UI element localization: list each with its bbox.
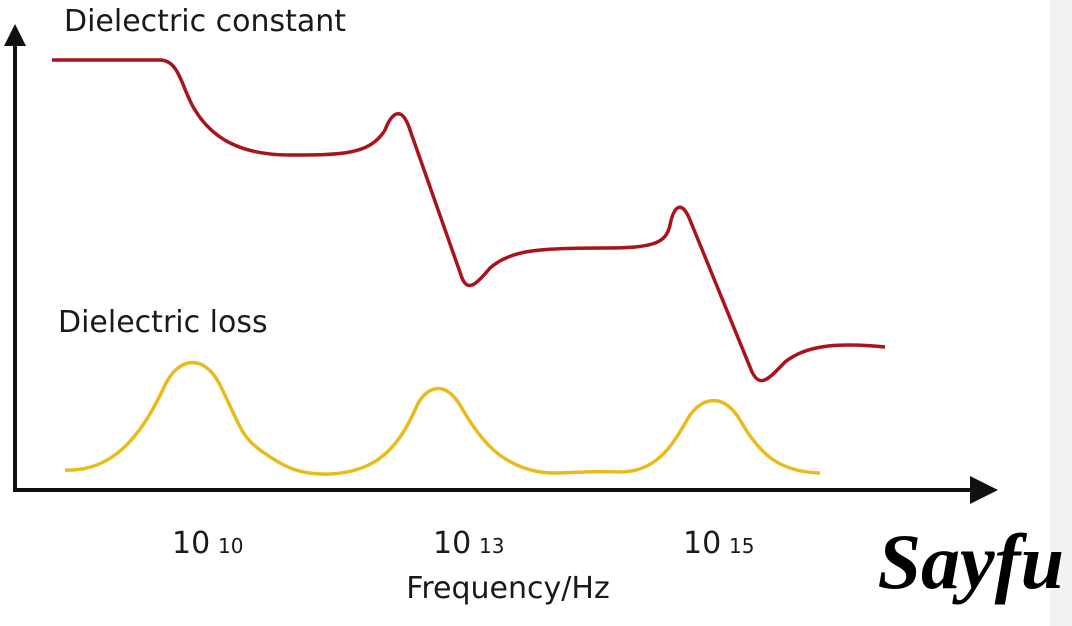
x-axis-label: Frequency/Hz [406,571,609,606]
dielectric-constant-curve [52,58,886,383]
tick-exponent: 13 [479,534,504,558]
tick-base: 10 [433,526,471,561]
x-arrow [970,476,998,504]
tick-base: 10 [172,526,210,561]
watermark: Sayfu [878,518,1064,605]
dielectric-loss-curve [64,360,821,476]
loss-label: Dielectric loss [58,305,268,340]
y-arrow [4,24,26,46]
edge-shade [1050,0,1072,626]
tick-exponent: 15 [729,534,754,558]
y-axis-label: Dielectric constant [64,4,346,39]
tick-base: 10 [683,526,721,561]
tick-exponent: 10 [218,534,243,558]
